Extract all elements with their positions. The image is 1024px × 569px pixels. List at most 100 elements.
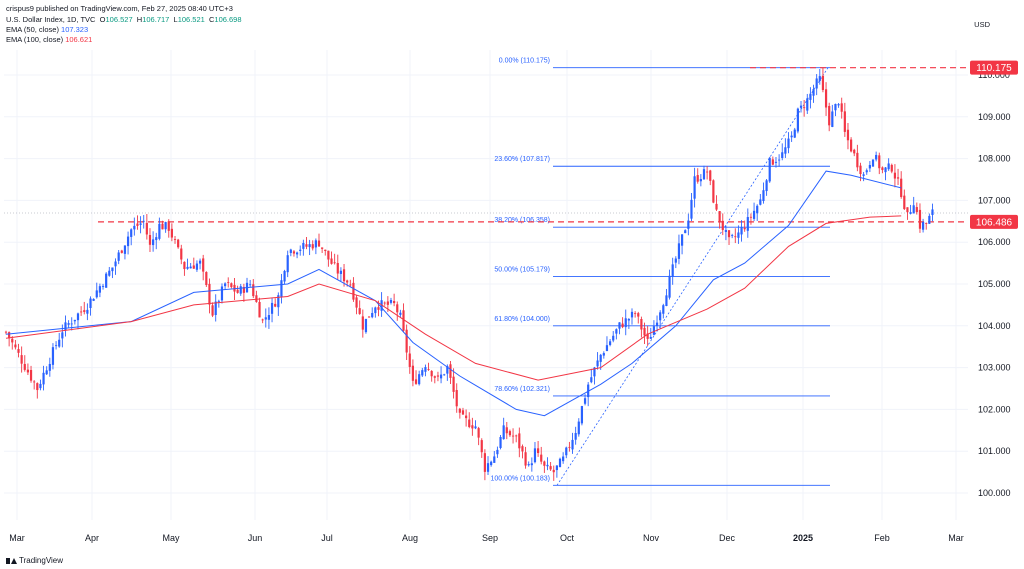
candle-body [853, 149, 856, 154]
candle-body [80, 311, 83, 313]
price-tick-label: 103.000 [978, 363, 1011, 373]
candle-body [630, 311, 634, 318]
candle-body [834, 103, 837, 111]
candle-body [530, 463, 533, 466]
candle-body [308, 244, 311, 248]
candle-body [45, 370, 48, 375]
candle-body [637, 313, 640, 317]
candle-body [778, 159, 781, 161]
candle-body [862, 174, 865, 176]
candle-body [793, 129, 796, 138]
candle-body [896, 177, 900, 179]
fib-level-label: 38.20% (106.358) [494, 217, 550, 224]
candle-body [602, 353, 605, 356]
fib-level-label: 50.00% (105.179) [494, 267, 550, 274]
candle-body [211, 305, 214, 316]
candle-body [677, 243, 681, 259]
candle-body [461, 410, 465, 415]
horizontal-levels[interactable] [98, 67, 968, 223]
candle-body [571, 439, 574, 450]
candle-body [565, 447, 568, 456]
candle-body [267, 315, 271, 320]
candle-body [680, 234, 684, 246]
fib-level-label: 100.00% (100.183) [490, 475, 550, 482]
candle-body [840, 103, 843, 112]
candle-body [414, 379, 418, 384]
candle-body [83, 310, 86, 312]
time-tick-label: Mar [948, 533, 964, 543]
candle-body [696, 175, 699, 182]
time-tick-label: Jul [321, 533, 333, 543]
candle-body [358, 308, 361, 314]
candle-body [126, 236, 130, 247]
candle-body [26, 369, 30, 373]
candle-body [537, 448, 540, 454]
candle-body [183, 261, 186, 270]
candle-body [270, 302, 274, 314]
candle-body [424, 367, 427, 372]
candle-body [906, 207, 909, 213]
candle-body [508, 431, 512, 436]
time-tick-label: Nov [643, 533, 660, 543]
fibonacci-retracement[interactable]: 0.00% (110.175) 23.60% (107.817) 38.20% (1… [490, 58, 830, 486]
candle-body [859, 165, 862, 175]
candle-body [856, 152, 859, 168]
candle-body [208, 283, 211, 305]
candle-body [342, 269, 346, 282]
candle-body [133, 225, 136, 230]
ema50-value: 107.323 [61, 25, 89, 34]
candle-body [605, 345, 609, 352]
candle-body [436, 375, 440, 377]
candle-body [92, 298, 95, 301]
candle-body [543, 461, 546, 466]
price-tick-label: 100.000 [978, 488, 1011, 498]
candle-body [295, 252, 299, 255]
candle-body [330, 258, 333, 264]
candle-body [299, 249, 302, 251]
candle-body [618, 322, 621, 329]
candle-body [123, 245, 127, 254]
candle-body [724, 230, 727, 232]
candle-body [671, 264, 674, 277]
candle-body [405, 329, 408, 353]
candle-body [762, 190, 765, 202]
tradingview-logo-icon [6, 557, 17, 565]
tradingview-brand[interactable]: TradingView [6, 556, 63, 565]
candle-body [749, 216, 753, 218]
candle-body [483, 453, 486, 472]
currency-label[interactable]: USD [974, 20, 990, 29]
candle-body [29, 369, 33, 381]
candle-body [227, 282, 230, 283]
price-tag[interactable] [970, 60, 1018, 75]
time-tick-label: Mar [9, 533, 25, 543]
candle-body [828, 105, 831, 126]
candle-body [727, 230, 731, 238]
ema100-legend[interactable]: EMA (100, close) 106.621 [6, 35, 93, 44]
candle-body [721, 220, 724, 230]
candle-body [161, 223, 164, 230]
candle-body [280, 280, 283, 297]
candle-body [634, 313, 637, 315]
candle-body [242, 286, 245, 293]
time-axis[interactable]: Mar Apr May Jun Jul Aug Sep Oct Nov Dec 2025 Feb Mar [9, 533, 964, 543]
candle-body [668, 275, 671, 298]
price-tick-label: 101.000 [978, 446, 1011, 456]
time-tick-label: Feb [874, 533, 890, 543]
fib-trend-line[interactable] [556, 67, 829, 486]
fib-level-label: 23.60% (107.817) [494, 156, 550, 163]
price-axis[interactable]: 100.000 101.000 102.000 103.000 104.000 105.0… [970, 60, 1018, 498]
candle-body [737, 232, 740, 238]
candle-body [142, 220, 145, 222]
high-value: 106.717 [142, 15, 170, 24]
ema50-legend[interactable]: EMA (50, close) 107.323 [6, 25, 89, 34]
candle-body [562, 456, 565, 462]
symbol-ohlc-line: U.S. Dollar Index, 1D, TVC O106.527 H106… [6, 15, 242, 24]
candle-body [418, 374, 421, 385]
candle-body [881, 167, 884, 171]
candle-body [850, 139, 853, 152]
price-tag[interactable] [970, 214, 1018, 229]
candle-body [799, 105, 803, 108]
candle-body [339, 270, 343, 274]
price-tick-label: 109.000 [978, 112, 1011, 122]
